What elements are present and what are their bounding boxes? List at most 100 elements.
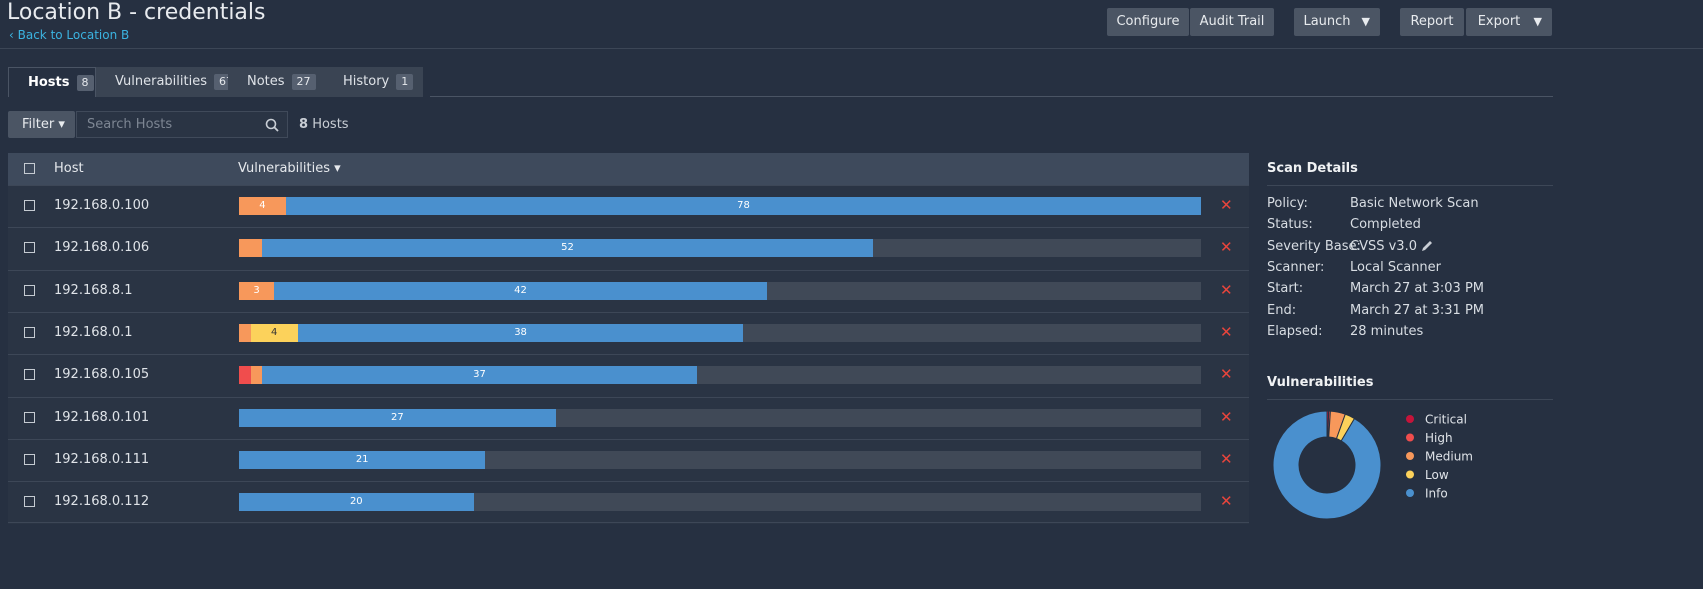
delete-icon[interactable]: ✕ <box>1220 196 1233 214</box>
segment-label: 21 <box>355 453 369 465</box>
toolbar-button[interactable]: Launch ▼ <box>1294 8 1380 36</box>
legend-dot <box>1406 489 1414 497</box>
host-ip: 192.168.0.111 <box>54 451 150 467</box>
col-vulns-text: Vulnerabilities <box>238 161 330 176</box>
bar-track: 52 <box>239 239 1201 258</box>
donut-slice <box>1272 410 1382 520</box>
back-link-text[interactable]: Back to Location B <box>17 28 130 42</box>
detail-value: 28 minutes <box>1350 323 1424 339</box>
segment-label: 78 <box>737 200 750 211</box>
tab[interactable]: Hosts 8 <box>8 67 96 97</box>
row-checkbox[interactable] <box>24 411 35 423</box>
host-ip: 192.168.0.100 <box>54 198 150 213</box>
bar-segment <box>239 239 263 258</box>
toolbar-button[interactable]: Report <box>1400 8 1464 36</box>
table-row[interactable]: 192.168.0.106 52 ✕ <box>8 227 1249 271</box>
delete-icon[interactable]: ✕ <box>1220 322 1233 341</box>
back-link[interactable]: ‹ Back to Location B <box>9 28 130 42</box>
table-row[interactable]: 192.168.0.100 4 78 ✕ <box>8 185 1249 228</box>
segment-label: 20 <box>349 496 363 508</box>
toolbar-button[interactable]: Audit Trail <box>1190 8 1274 36</box>
edit-icon[interactable] <box>1420 239 1434 253</box>
delete-icon[interactable]: ✕ <box>1220 238 1233 257</box>
delete-icon[interactable]: ✕ <box>1220 449 1233 468</box>
delete-icon[interactable]: ✕ <box>1220 365 1233 384</box>
row-checkbox[interactable] <box>24 326 35 338</box>
legend-dot <box>1406 433 1414 442</box>
bar-segment <box>239 323 251 342</box>
segment-label: 38 <box>514 326 527 338</box>
segment-label: 4 <box>270 326 278 338</box>
table-header: Host Vulnerabilities ▾ <box>8 153 1249 185</box>
vulns-line <box>1267 399 1553 400</box>
row-checkbox[interactable] <box>24 200 35 211</box>
row-checkbox[interactable] <box>24 284 35 296</box>
select-all[interactable] <box>24 163 35 174</box>
search-placeholder: Search Hosts <box>87 117 173 132</box>
bar-segment: 27 <box>239 408 556 427</box>
row-checkbox[interactable] <box>24 453 35 465</box>
detail-value: CVSS v3.0 <box>1350 238 1417 254</box>
table-row[interactable]: 192.168.0.112 20 ✕ <box>8 481 1249 525</box>
table-row[interactable]: 192.168.0.1 4 38 ✕ <box>8 311 1249 355</box>
filter-button[interactable]: Filter ▾ <box>8 111 75 138</box>
bar-track: 4 38 <box>239 323 1201 342</box>
legend-dot <box>1406 415 1414 423</box>
delete-icon[interactable]: ✕ <box>1220 280 1233 299</box>
row-checkbox[interactable] <box>24 242 35 254</box>
host-ip: 192.168.8.1 <box>54 282 133 298</box>
tab[interactable]: History 1 <box>324 67 423 97</box>
table-row[interactable]: 192.168.8.1 3 42 ✕ <box>8 269 1249 313</box>
bar-segment: 42 <box>274 281 767 300</box>
segment-label: 42 <box>514 284 527 296</box>
row-checkbox[interactable] <box>24 496 35 508</box>
tab-count: 8 <box>76 75 94 91</box>
col-host[interactable]: Host <box>54 161 84 176</box>
bar-track: 21 <box>239 450 1201 469</box>
detail-label: Severity Base: <box>1267 238 1361 254</box>
delete-icon[interactable]: ✕ <box>1220 492 1233 511</box>
col-vulns[interactable]: Vulnerabilities ▾ <box>238 161 341 176</box>
host-count: 8 Hosts <box>299 117 349 132</box>
table-row[interactable]: 192.168.0.111 21 ✕ <box>8 438 1249 482</box>
divider <box>0 48 1703 49</box>
details-title: Scan Details <box>1267 161 1358 176</box>
bar-segment <box>239 366 251 385</box>
host-ip: 192.168.0.1 <box>54 324 133 340</box>
table-row[interactable]: 192.168.0.101 27 ✕ <box>8 396 1249 440</box>
legend-dot <box>1406 452 1414 460</box>
filter-text: Filter <box>22 117 55 132</box>
host-count-number: 8 <box>299 117 309 132</box>
search-icon <box>265 118 279 132</box>
tab-line <box>430 96 1553 97</box>
segment-label: 4 <box>259 200 266 211</box>
delete-icon[interactable]: ✕ <box>1220 407 1233 426</box>
toolbar-button[interactable]: Export ▼ <box>1466 8 1552 36</box>
bar-segment: 52 <box>262 239 873 258</box>
bar-segment: 20 <box>239 493 474 512</box>
bar-segment: 4 <box>250 323 298 342</box>
search-input[interactable]: Search Hosts <box>76 111 288 138</box>
host-ip: 192.168.0.101 <box>54 409 150 425</box>
bar-track: 37 <box>239 366 1201 385</box>
bar-track: 3 42 <box>239 281 1201 300</box>
detail-value: March 27 at 3:31 PM <box>1350 302 1485 318</box>
vulns-title: Vulnerabilities <box>1267 375 1374 390</box>
details-line <box>1267 185 1553 186</box>
toolbar-button[interactable]: Configure <box>1107 8 1189 36</box>
row-checkbox[interactable] <box>24 369 35 381</box>
page-title: Location B - credentials <box>7 0 266 25</box>
caret: ▼ <box>1361 15 1370 28</box>
tab[interactable]: Notes 27 <box>228 67 324 97</box>
detail-label: Status: <box>1267 217 1313 233</box>
bar-track: 20 <box>239 493 1201 512</box>
tab-label: Hosts <box>28 75 70 90</box>
bar-segment: 37 <box>262 366 697 385</box>
tab-count: 1 <box>396 74 414 90</box>
table-row[interactable]: 192.168.0.105 37 ✕ <box>8 354 1249 398</box>
bar-segment: 78 <box>285 197 1201 215</box>
host-ip: 192.168.0.112 <box>54 494 150 510</box>
detail-value: Completed <box>1350 217 1421 233</box>
tab[interactable]: Vulnerabilities 67 <box>96 67 238 97</box>
detail-value: March 27 at 3:03 PM <box>1350 281 1485 297</box>
